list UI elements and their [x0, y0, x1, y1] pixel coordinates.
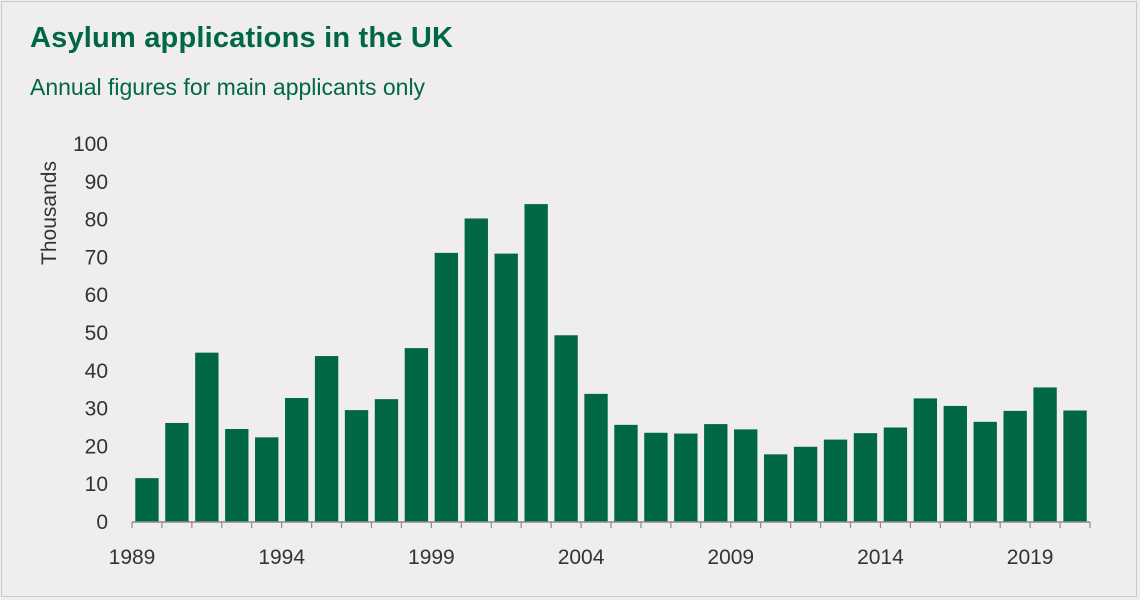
bar-2004: [584, 393, 608, 522]
y-tick-label: 60: [85, 284, 108, 307]
bar-2003: [554, 335, 578, 522]
bar-1992: [225, 429, 249, 522]
y-axis-ticks: 0 10 20 30 40 50 60 70 80 90 100: [73, 133, 108, 534]
bar-2017: [973, 421, 997, 522]
bar-2009: [734, 429, 758, 522]
bars: [135, 204, 1087, 523]
y-tick-label: 50: [85, 322, 108, 345]
bar-1991: [195, 352, 219, 522]
y-tick-label: 80: [85, 209, 108, 232]
bar-2011: [793, 446, 818, 522]
y-tick-label: 40: [85, 360, 108, 383]
bar-2000: [464, 218, 488, 522]
bar-1994: [284, 398, 309, 522]
chart-title: Asylum applications in the UK: [30, 22, 454, 54]
bar-2013: [853, 433, 878, 522]
bar-2002: [524, 204, 548, 522]
bar-2012: [823, 439, 848, 522]
chart-subtitle: Annual figures for main applicants only: [30, 74, 426, 100]
bar-2001: [494, 253, 518, 522]
bar-1999: [434, 252, 459, 523]
x-tick-label: 2014: [857, 546, 904, 569]
x-tick-label: 2019: [1007, 546, 1054, 569]
y-tick-label: 100: [73, 133, 108, 156]
bar-2010: [763, 454, 788, 522]
bar-2020: [1063, 410, 1087, 522]
y-tick-label: 90: [85, 171, 108, 194]
y-tick-label: 20: [85, 435, 108, 458]
x-tick-label: 1989: [109, 546, 156, 569]
y-tick-label: 0: [96, 511, 108, 534]
x-tick-label: 1994: [258, 546, 305, 569]
x-axis-ticks: 1989 1994 1999 2004 2009 2014 2019: [109, 522, 1091, 569]
y-axis-label: Thousands: [38, 161, 61, 265]
bar-2018: [1003, 410, 1027, 522]
bar-1995: [314, 356, 339, 522]
bar-1996: [344, 410, 369, 522]
bar-1997: [374, 399, 399, 522]
x-tick-label: 2004: [558, 546, 605, 569]
x-tick-label: 1999: [408, 546, 455, 569]
bar-2016: [943, 405, 967, 522]
y-tick-label: 10: [85, 473, 108, 496]
bar-2019: [1033, 387, 1057, 522]
bar-2008: [704, 424, 728, 522]
x-tick-label: 2009: [707, 546, 754, 569]
bar-1989: [135, 478, 159, 522]
bar-2014: [883, 427, 908, 522]
bar-2006: [644, 432, 668, 522]
bar-1990: [165, 422, 189, 522]
y-tick-label: 30: [85, 398, 108, 421]
bar-1998: [404, 348, 429, 522]
bar-1993: [255, 437, 279, 522]
bar-2007: [674, 433, 698, 522]
y-tick-label: 70: [85, 246, 108, 269]
bar-2015: [913, 398, 938, 522]
bar-2005: [614, 424, 638, 522]
